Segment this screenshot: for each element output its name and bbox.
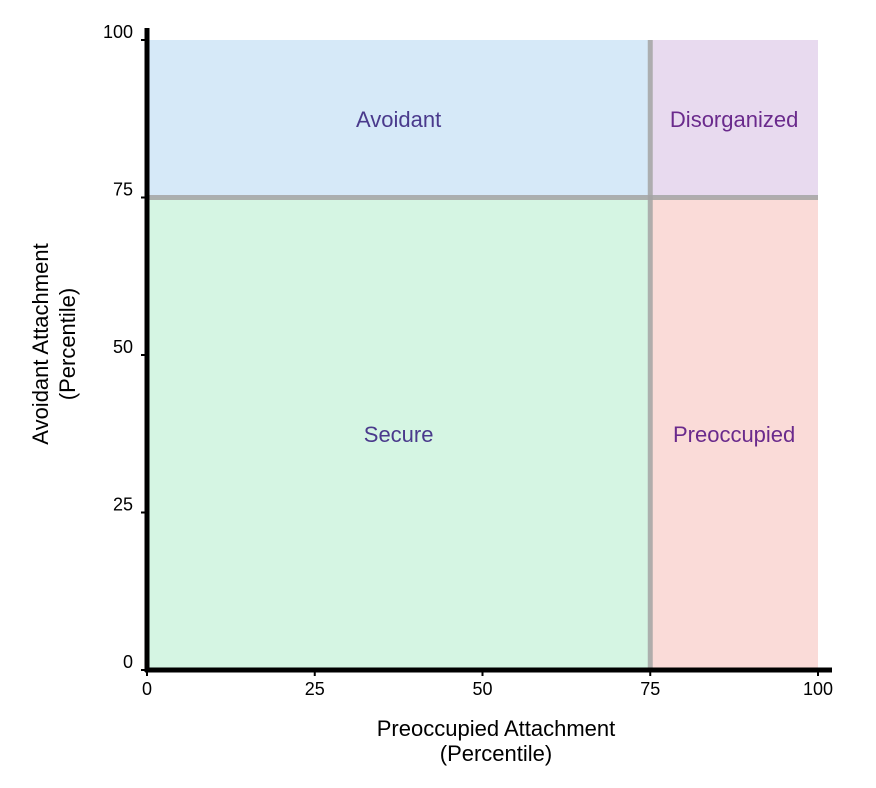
x-tick-label: 100 [803, 679, 833, 699]
region-disorganized [650, 40, 818, 198]
x-axis-title-line2: (Percentile) [440, 741, 552, 766]
y-axis-title-line2: (Percentile) [55, 288, 80, 400]
region-label-secure: Secure [364, 422, 434, 447]
x-tick-label: 0 [142, 679, 152, 699]
y-tick-label: 100 [103, 22, 133, 42]
y-axis-ticks: 0 25 50 75 100 [103, 22, 147, 672]
x-tick-label: 75 [640, 679, 660, 699]
region-label-avoidant: Avoidant [356, 107, 441, 132]
region-label-disorganized: Disorganized [670, 107, 798, 132]
y-tick-label: 50 [113, 337, 133, 357]
quadrant-regions [147, 40, 818, 670]
threshold-lines [147, 40, 818, 670]
x-tick-label: 50 [472, 679, 492, 699]
y-tick-label: 25 [113, 495, 133, 515]
region-avoidant [147, 40, 651, 198]
x-axis-title-line1: Preoccupied Attachment [377, 716, 615, 741]
y-tick-label: 75 [113, 180, 133, 200]
region-label-preoccupied: Preoccupied [673, 422, 795, 447]
quadrant-labels: Secure Avoidant Preoccupied Disorganized [356, 107, 798, 447]
axes [144, 28, 832, 673]
y-axis-title-line1: Avoidant Attachment [28, 243, 53, 444]
region-preoccupied [650, 197, 818, 670]
region-secure [147, 197, 651, 670]
x-tick-label: 25 [305, 679, 325, 699]
y-tick-label: 0 [123, 652, 133, 672]
x-axis-ticks: 0 25 50 75 100 [142, 670, 833, 699]
